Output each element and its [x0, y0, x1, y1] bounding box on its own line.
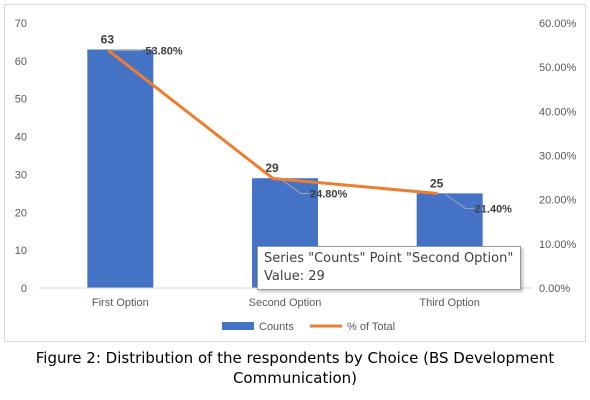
x-tick-label: First Option	[92, 297, 149, 309]
y-left-tick-label: 10	[15, 245, 27, 257]
y-right-tick-label: 0.00%	[539, 283, 570, 295]
data-point-tooltip: Series "Counts" Point "Second Option" Va…	[257, 246, 521, 290]
leader-line	[445, 194, 474, 209]
leader-line	[280, 179, 309, 194]
legend-label-total: % of Total	[347, 321, 395, 333]
line-data-label: 53.80%	[145, 45, 183, 57]
y-right-tick-label: 30.00%	[539, 151, 577, 163]
tooltip-series-point: Series "Counts" Point "Second Option"	[264, 251, 514, 266]
y-right-tick-label: 10.00%	[539, 239, 577, 251]
y-left-tick-label: 70	[15, 18, 27, 30]
bar-data-label: 29	[265, 161, 279, 175]
legend-label-counts: Counts	[259, 321, 294, 333]
figure-caption: Figure 2: Distribution of the respondent…	[0, 348, 590, 388]
y-left-tick-label: 40	[15, 132, 27, 144]
y-right-tick-label: 60.00%	[539, 18, 577, 30]
caption-line-1: Figure 2: Distribution of the respondent…	[35, 349, 555, 367]
y-left-tick-label: 50	[15, 94, 27, 106]
y-left-tick-label: 30	[15, 169, 27, 181]
line-data-label: 21.40%	[475, 203, 513, 215]
y-right-tick-label: 40.00%	[539, 106, 577, 118]
y-left-tick-label: 20	[15, 207, 27, 219]
series-line	[107, 49, 438, 195]
caption-line-2: Communication)	[232, 369, 358, 387]
y-left-tick-label: 0	[21, 283, 27, 295]
x-tick-label: Third Option	[419, 297, 480, 309]
bar	[87, 49, 154, 288]
bar-data-label: 63	[101, 33, 115, 47]
y-right-tick-label: 20.00%	[539, 195, 577, 207]
y-left-tick-label: 60	[15, 56, 27, 68]
x-tick-label: Second Option	[249, 297, 322, 309]
line-data-label: 24.80%	[310, 188, 348, 200]
tooltip-value: Value: 29	[264, 269, 325, 284]
combo-chart: 0 10 20 30 40 50 60 70 0.00% 10.00% 20.00% 30.00% 40…	[15, 18, 577, 333]
bar-data-label: 25	[430, 176, 444, 190]
y-right-tick-label: 50.00%	[539, 62, 577, 74]
legend-swatch-counts	[222, 322, 254, 330]
